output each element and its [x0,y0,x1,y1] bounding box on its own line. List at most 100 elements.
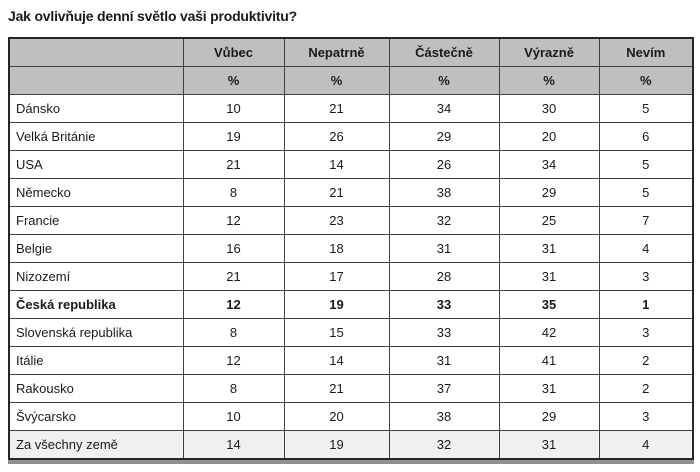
value-cell: 20 [498,122,600,151]
value-cell: 26 [388,150,500,179]
row-label: Švýcarsko [8,402,184,431]
row-label: Velká Británie [8,122,184,151]
daylight-productivity-table: Vůbec Nepatrně Částečně Výrazně Nevím % … [8,37,694,460]
column-header-row: Vůbec Nepatrně Částečně Výrazně Nevím [8,37,694,67]
value-cell: 14 [182,430,285,460]
value-cell: 17 [283,262,390,291]
value-cell: 32 [388,206,500,235]
table-row: Rakousko 8 21 37 31 2 [8,374,694,403]
value-cell: 38 [388,178,500,207]
value-cell: 30 [498,94,600,123]
value-cell: 7 [598,206,694,235]
value-cell: 21 [283,94,390,123]
value-cell: 33 [388,290,500,319]
value-cell: 3 [598,318,694,347]
unit-cell: % [498,66,600,95]
table-body: Dánsko 10 21 34 30 5 Velká Británie 19 26 29 20 6 US… [8,94,694,460]
row-label: Francie [8,206,184,235]
value-cell: 5 [598,150,694,179]
table-row: Německo 8 21 38 29 5 [8,178,694,207]
value-cell: 15 [283,318,390,347]
value-cell: 29 [388,122,500,151]
page-title: Jak ovlivňuje denní světlo vaši produkti… [8,8,297,24]
column-header-nevim: Nevím [598,37,694,67]
value-cell: 28 [388,262,500,291]
value-cell: 19 [283,290,390,319]
value-cell: 16 [182,234,285,263]
value-cell: 42 [498,318,600,347]
value-cell: 21 [182,262,285,291]
value-cell: 10 [182,402,285,431]
value-cell: 21 [283,178,390,207]
value-cell: 34 [498,150,600,179]
row-label: Dánsko [8,94,184,123]
corner-cell [8,37,184,67]
row-label: Slovenská republika [8,318,184,347]
value-cell: 2 [598,374,694,403]
value-cell: 6 [598,122,694,151]
table-row: Švýcarsko 10 20 38 29 3 [8,402,694,431]
unit-cell: % [182,66,285,95]
value-cell: 5 [598,178,694,207]
value-cell: 1 [598,290,694,319]
value-cell: 31 [388,346,500,375]
value-cell: 34 [388,94,500,123]
row-label: USA [8,150,184,179]
value-cell: 4 [598,234,694,263]
row-label: Nizozemí [8,262,184,291]
column-header-vyrazne: Výrazně [498,37,600,67]
table-row: USA 21 14 26 34 5 [8,150,694,179]
value-cell: 38 [388,402,500,431]
value-cell: 20 [283,402,390,431]
unit-header-row: % % % % % [8,66,694,95]
value-cell: 29 [498,178,600,207]
page: Jak ovlivňuje denní světlo vaši produkti… [8,8,694,460]
value-cell: 4 [598,430,694,460]
value-cell: 41 [498,346,600,375]
value-cell: 14 [283,346,390,375]
value-cell: 32 [388,430,500,460]
value-cell: 31 [498,430,600,460]
value-cell: 12 [182,206,285,235]
value-cell: 31 [498,262,600,291]
table-header: Vůbec Nepatrně Částečně Výrazně Nevím % … [8,37,694,95]
unit-cell: % [598,66,694,95]
value-cell: 31 [498,374,600,403]
value-cell: 23 [283,206,390,235]
value-cell: 26 [283,122,390,151]
unit-cell: % [283,66,390,95]
column-header-vubec: Vůbec [182,37,285,67]
value-cell: 37 [388,374,500,403]
column-header-castecne: Částečně [388,37,500,67]
row-label: Německo [8,178,184,207]
value-cell: 25 [498,206,600,235]
table-row: Velká Británie 19 26 29 20 6 [8,122,694,151]
value-cell: 35 [498,290,600,319]
table-row: Francie 12 23 32 25 7 [8,206,694,235]
table-row: Dánsko 10 21 34 30 5 [8,94,694,123]
table-row: Itálie 12 14 31 41 2 [8,346,694,375]
value-cell: 21 [182,150,285,179]
table-row: Belgie 16 18 31 31 4 [8,234,694,263]
value-cell: 8 [182,178,285,207]
value-cell: 29 [498,402,600,431]
table-row: Česká republika 12 19 33 35 1 [8,290,694,319]
value-cell: 33 [388,318,500,347]
value-cell: 14 [283,150,390,179]
row-label: Za všechny země [8,430,184,460]
value-cell: 10 [182,94,285,123]
value-cell: 31 [498,234,600,263]
unit-cell: % [388,66,500,95]
value-cell: 31 [388,234,500,263]
column-header-nepatrne: Nepatrně [283,37,390,67]
value-cell: 3 [598,262,694,291]
row-label: Česká republika [8,290,184,319]
row-label: Rakousko [8,374,184,403]
value-cell: 21 [283,374,390,403]
value-cell: 3 [598,402,694,431]
value-cell: 5 [598,94,694,123]
value-cell: 18 [283,234,390,263]
value-cell: 8 [182,374,285,403]
table-row: Nizozemí 21 17 28 31 3 [8,262,694,291]
value-cell: 12 [182,290,285,319]
